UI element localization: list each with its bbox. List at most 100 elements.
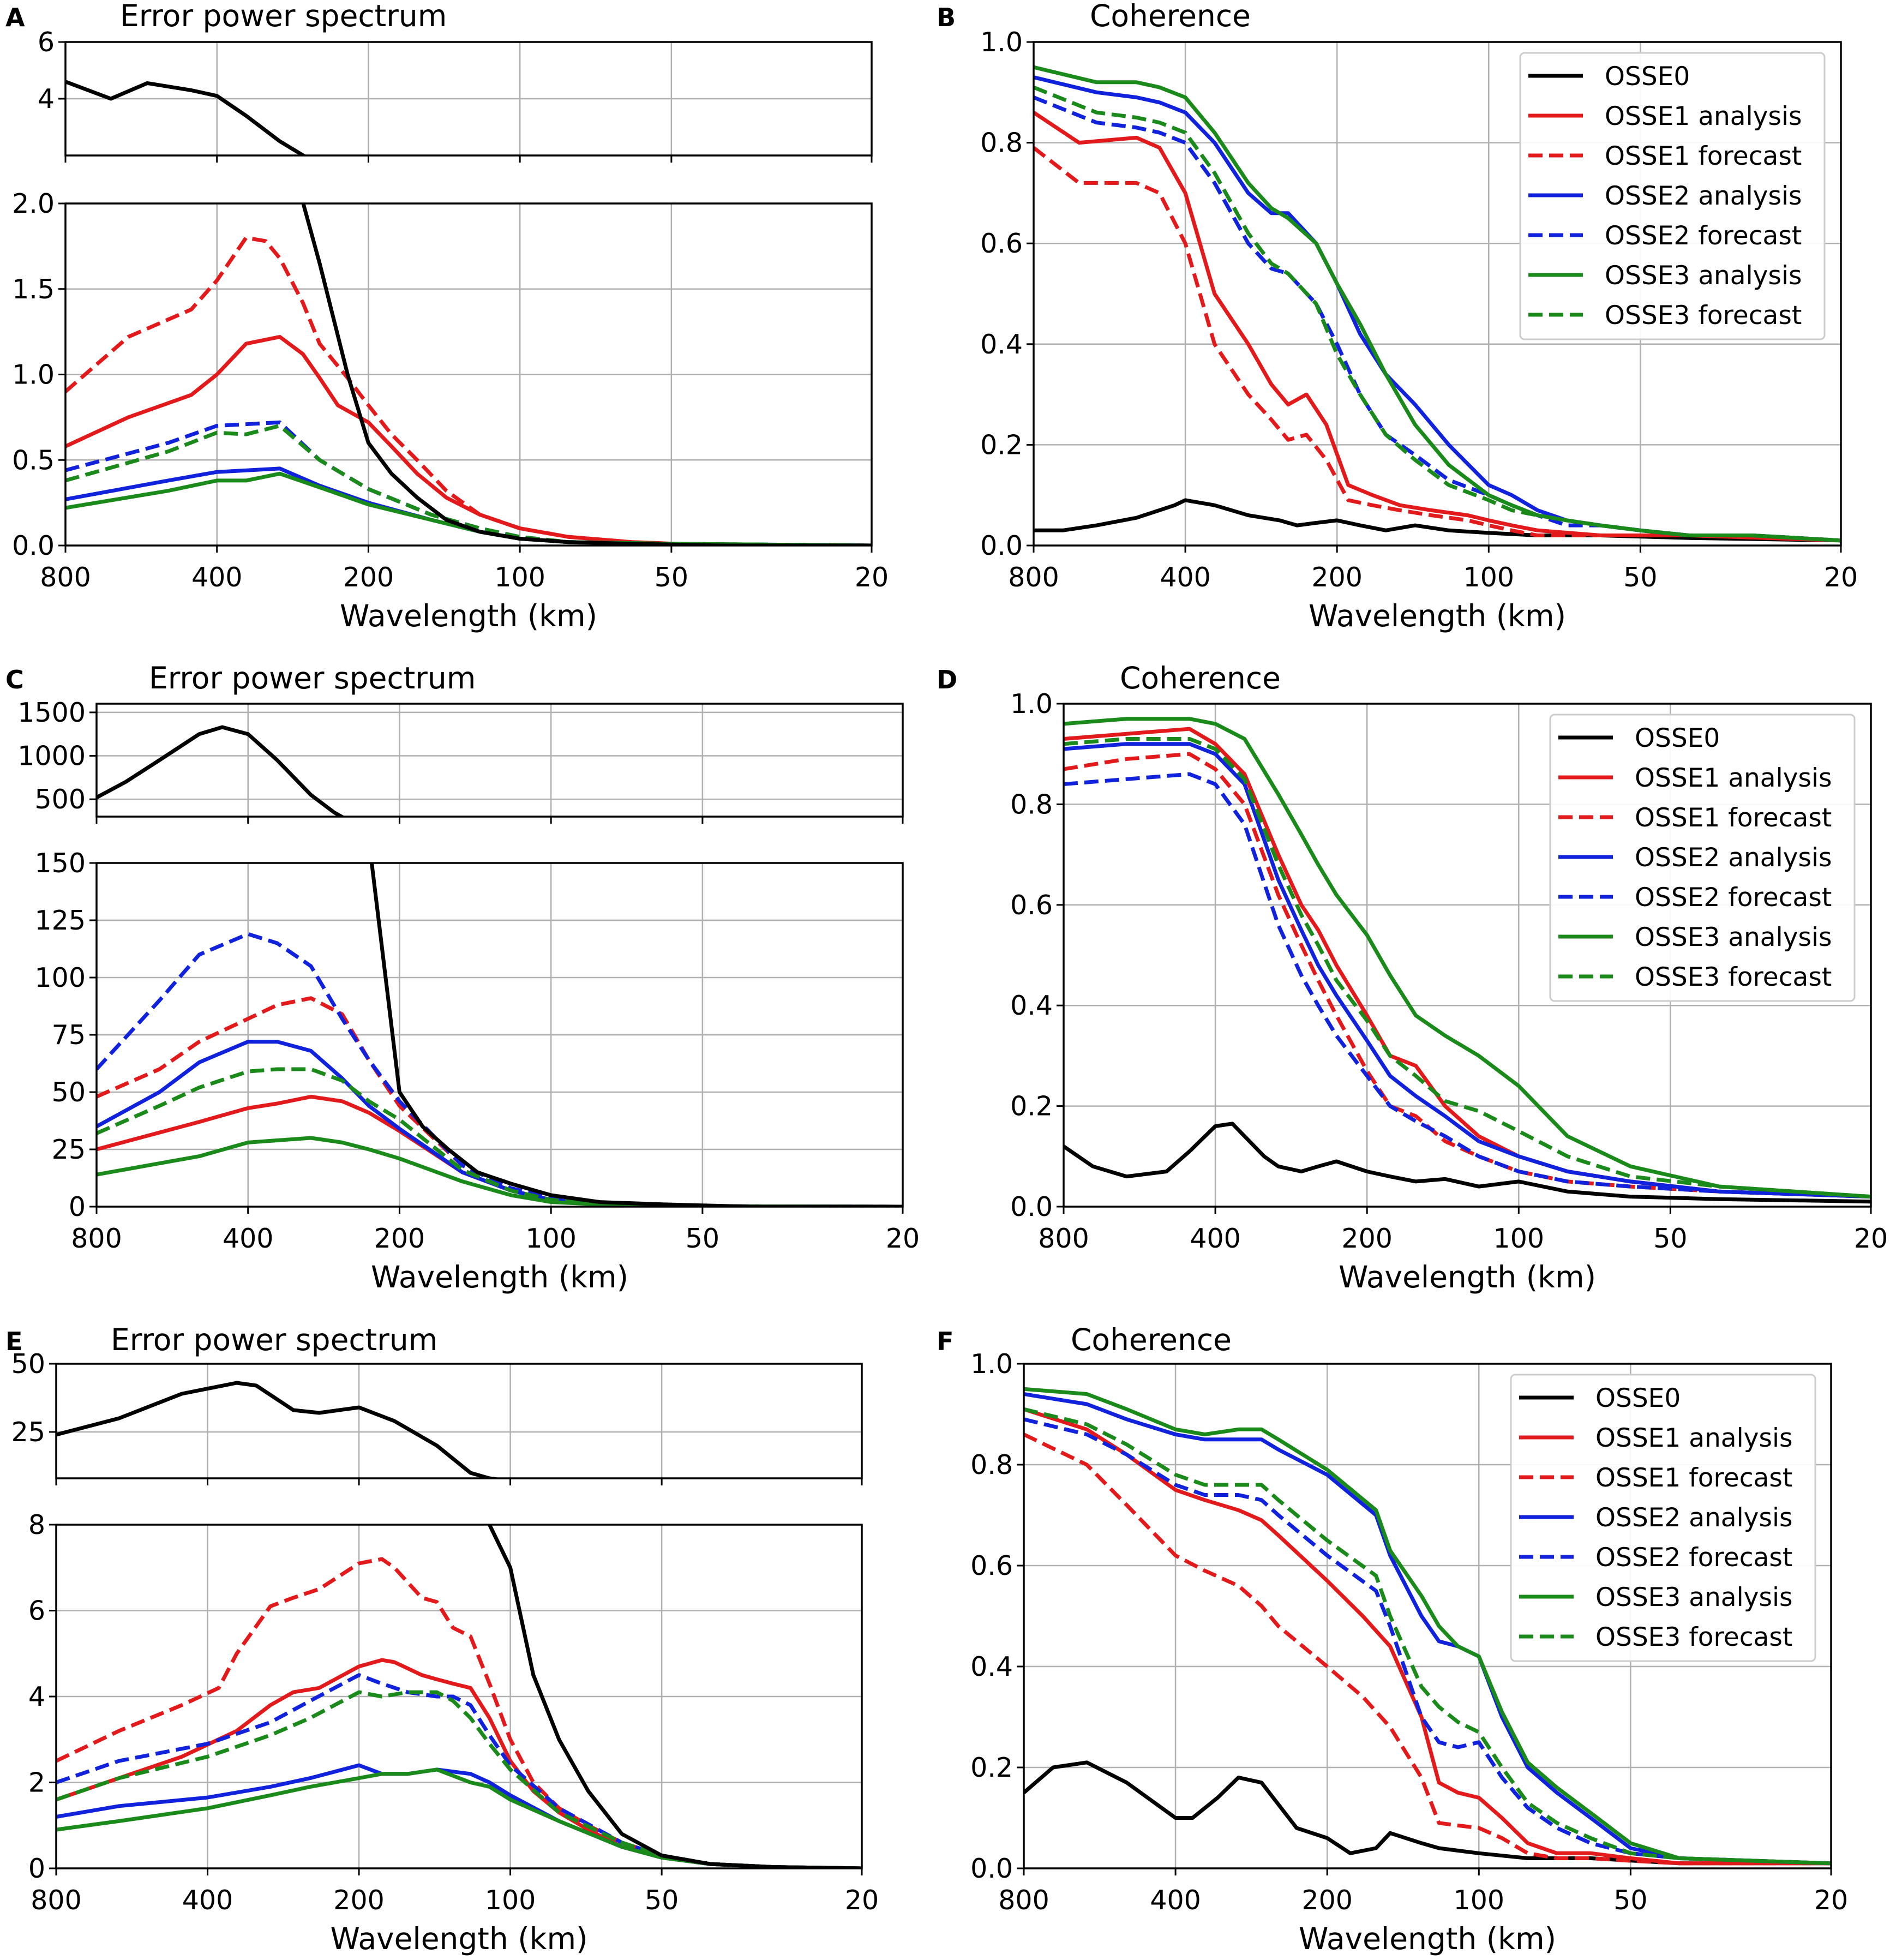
series-line-osse3-forecast [1064,737,1871,1199]
y-tick-label: 150 [34,848,86,879]
y-tick-label: 0 [28,1853,45,1884]
series-line-osse2-forecast [1034,95,1841,543]
y-tick-label: 0.8 [1010,789,1053,820]
y-tick-label: 25 [52,1134,86,1165]
legend-box [1510,1374,1816,1662]
panel-title: Coherence [1090,0,1251,33]
panel-letter: B [937,3,956,32]
series-line-osse0 [1024,1760,1831,1866]
x-tick-label: 800 [1008,562,1059,593]
x-axis-label: Wavelength (km) [1309,598,1566,633]
legend-label: OSSE0 [1595,1383,1681,1413]
x-tick-label: 50 [1623,562,1657,593]
x-axis-label: Wavelength (km) [330,1921,587,1956]
axes-frame [1033,41,1842,547]
legend-label: OSSE2 analysis [1635,843,1832,873]
x-tick-label: 400 [1160,562,1211,593]
series-line-osse2-forecast [1064,772,1871,1199]
series-line-osse0 [1064,1122,1871,1204]
series-group [65,80,307,155]
x-tick-label: 400 [182,1885,233,1916]
legend-label: OSSE1 analysis [1595,1423,1793,1453]
axes-frame [95,862,904,1208]
series-group [65,203,872,546]
series-line-osse1-forecast [1034,146,1841,543]
x-tick-label: 100 [494,562,545,593]
y-tick-label: 125 [34,905,86,936]
x-tick-label: 50 [1653,1223,1687,1254]
axes-frame [95,703,904,818]
y-tick-label: 0.8 [980,128,1023,159]
series-line-osse0 [487,1525,862,1868]
panel-letter: E [5,1327,22,1356]
x-tick-label: 50 [645,1885,679,1916]
legend-label: OSSE3 analysis [1635,922,1832,952]
x-tick-label: 100 [1463,562,1515,593]
series-line-osse3-forecast [97,1067,903,1207]
x-axis-label: Wavelength (km) [340,598,597,633]
x-tick-label: 800 [40,562,91,593]
panel-title: Error power spectrum [120,0,447,33]
x-tick-label: 100 [1493,1223,1545,1254]
y-tick-label: 500 [34,784,86,815]
x-tick-label: 200 [374,1223,425,1254]
legend-label: OSSE1 forecast [1635,803,1832,833]
series-line-osse3-analysis [56,1767,862,1868]
x-tick-label: 100 [525,1223,577,1254]
series-line-osse1-analysis [1024,1407,1831,1866]
series-line-osse3-analysis [1024,1387,1831,1866]
series-line-osse2-analysis [1064,742,1871,1199]
y-tick-label: 1.0 [980,27,1023,58]
legend-box [1549,714,1856,1002]
series-group [1024,1387,1831,1866]
legend: OSSE0 OSSE1 analysis OSSE1 forecast OSSE2 a… [1519,52,1826,340]
series-line-osse3-analysis [97,1136,903,1207]
series-line-osse0 [65,80,307,155]
gridlines [95,704,904,817]
series-line-osse3-analysis [1064,717,1871,1199]
series-line-osse1-forecast [97,996,903,1207]
y-tick-label: 0.8 [970,1449,1013,1481]
series-line-osse0 [301,203,872,546]
y-tick-label: 0 [69,1191,86,1222]
y-tick-label: 0.4 [1010,990,1053,1021]
panel-letter: C [5,665,24,694]
x-tick-label: 20 [1824,562,1858,593]
panel-title: Error power spectrum [149,661,476,696]
y-tick-label: 1.0 [12,359,55,391]
panel-letter: F [937,1327,953,1356]
y-tick-label: 0.6 [1010,890,1053,921]
x-tick-label: 800 [31,1885,82,1916]
x-tick-label: 50 [655,562,688,593]
x-tick-label: 100 [1454,1885,1505,1916]
panel-title: Coherence [1071,1322,1232,1357]
axes-frame [64,41,873,157]
series-line-osse1-forecast [65,236,872,546]
y-tick-label: 0.6 [980,228,1023,259]
panel-f: F Coherence 800 400 200 100 50 20 0.0 0.2 0.4 0.6 0.… [937,1322,1848,1956]
y-tick-label: 1.5 [12,274,55,305]
y-tick-label: 50 [11,1348,45,1380]
x-tick-label: 200 [1341,1223,1393,1254]
y-tick-label: 4 [28,1681,45,1712]
y-tick-label: 6 [28,1596,45,1627]
legend-label: OSSE0 [1605,62,1690,92]
y-tick-label: 0.6 [970,1550,1013,1581]
x-tick-label: 20 [886,1223,920,1254]
y-tick-label: 0.2 [1010,1091,1053,1122]
series-line-osse3-forecast [1034,85,1841,543]
x-tick-label: 800 [71,1223,122,1254]
y-tick-label: 0.5 [12,445,55,476]
y-tick-label: 2 [28,1767,45,1799]
x-tick-label: 20 [855,562,889,593]
legend-label: OSSE3 forecast [1635,962,1832,992]
legend-label: OSSE3 analysis [1595,1583,1793,1613]
panel-b: B Coherence 800 400 200 100 50 20 0.0 0.2 0.4 0.6 0.… [937,0,1858,633]
y-tick-label: 50 [52,1077,86,1108]
legend-box [1519,52,1826,340]
series-line-osse1-analysis [65,335,872,546]
series-group [1064,717,1871,1204]
